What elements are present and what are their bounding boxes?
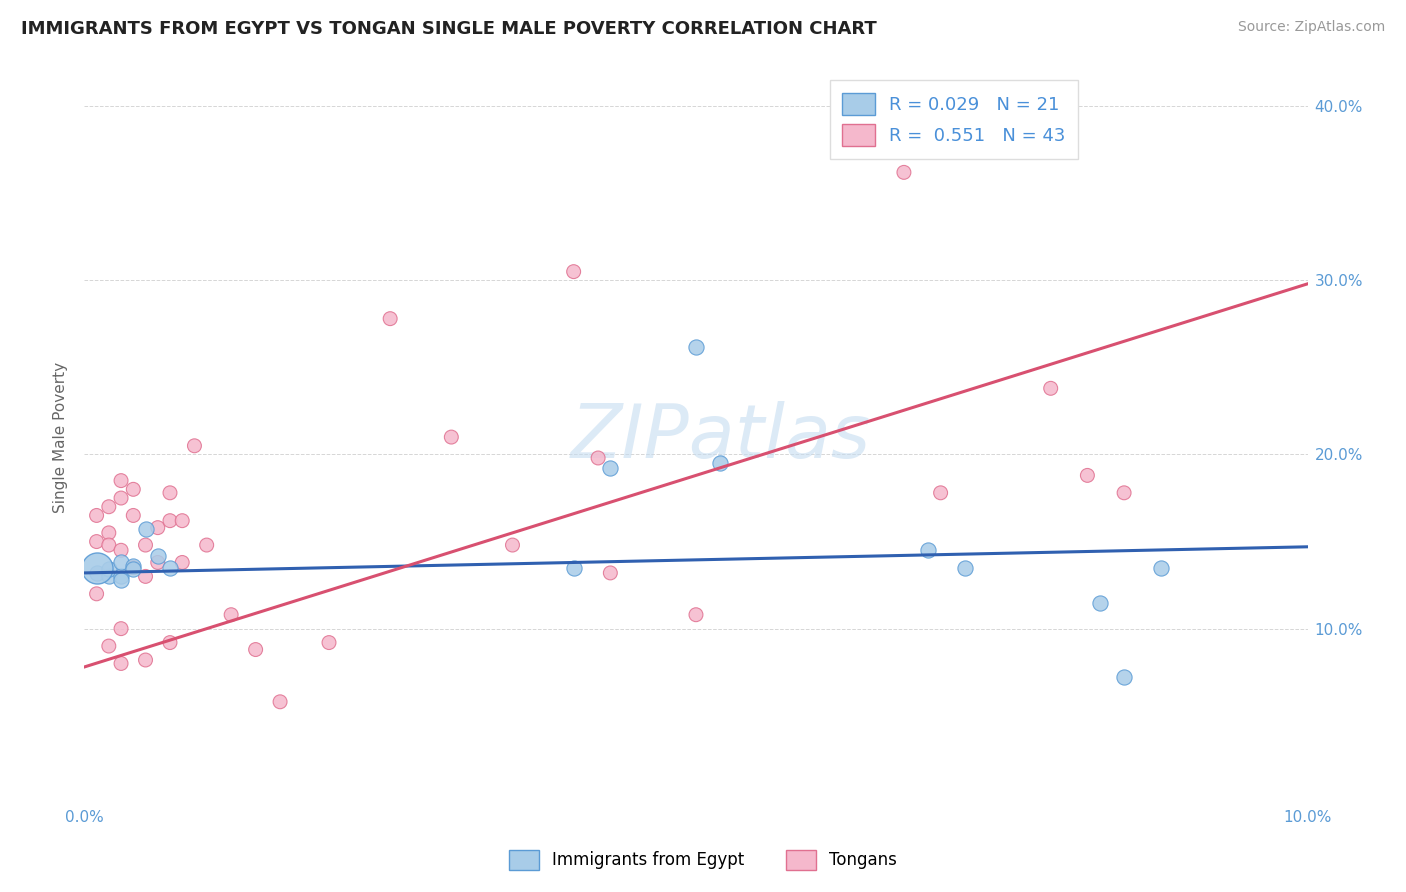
Point xyxy=(86,508,108,523)
Point xyxy=(110,569,132,583)
Point xyxy=(380,311,402,326)
Point xyxy=(86,560,108,574)
Point xyxy=(122,508,145,523)
Point xyxy=(110,556,132,570)
Point xyxy=(97,538,120,552)
Point xyxy=(146,549,169,563)
Point xyxy=(110,622,132,636)
Point xyxy=(135,653,157,667)
Point xyxy=(599,461,621,475)
Point xyxy=(1039,381,1062,395)
Text: Source: ZipAtlas.com: Source: ZipAtlas.com xyxy=(1237,20,1385,34)
Point xyxy=(586,450,609,465)
Point xyxy=(135,569,157,583)
Point xyxy=(159,514,181,528)
Point xyxy=(172,514,194,528)
Point xyxy=(122,562,145,576)
Point xyxy=(1150,560,1173,574)
Point xyxy=(110,474,132,488)
Point xyxy=(562,265,585,279)
Y-axis label: Single Male Poverty: Single Male Poverty xyxy=(53,361,69,513)
Point xyxy=(97,562,120,576)
Point xyxy=(502,538,524,552)
Point xyxy=(159,560,181,574)
Point xyxy=(97,639,120,653)
Point xyxy=(135,538,157,552)
Point xyxy=(562,560,585,574)
Point xyxy=(245,642,267,657)
Point xyxy=(172,556,194,570)
Point xyxy=(159,635,181,649)
Text: IMMIGRANTS FROM EGYPT VS TONGAN SINGLE MALE POVERTY CORRELATION CHART: IMMIGRANTS FROM EGYPT VS TONGAN SINGLE M… xyxy=(21,20,877,37)
Point xyxy=(146,556,169,570)
Point xyxy=(219,607,242,622)
Point xyxy=(146,521,169,535)
Point xyxy=(86,587,108,601)
Point xyxy=(195,538,218,552)
Point xyxy=(1114,485,1136,500)
Point xyxy=(685,339,707,353)
Point xyxy=(1088,595,1111,609)
Point xyxy=(135,522,157,536)
Point xyxy=(97,525,120,540)
Legend: Immigrants from Egypt, Tongans: Immigrants from Egypt, Tongans xyxy=(502,843,904,877)
Point xyxy=(599,566,621,580)
Legend: R = 0.029   N = 21, R =  0.551   N = 43: R = 0.029 N = 21, R = 0.551 N = 43 xyxy=(830,80,1078,159)
Point xyxy=(440,430,463,444)
Point xyxy=(122,483,145,497)
Point xyxy=(929,485,952,500)
Point xyxy=(893,165,915,179)
Text: ZIPatlas: ZIPatlas xyxy=(571,401,870,473)
Point xyxy=(97,569,120,583)
Point xyxy=(269,695,291,709)
Point xyxy=(86,534,108,549)
Point xyxy=(917,543,939,558)
Point xyxy=(953,560,976,574)
Point xyxy=(685,607,707,622)
Point xyxy=(122,558,145,573)
Point xyxy=(159,485,181,500)
Point xyxy=(122,560,145,574)
Point xyxy=(110,573,132,587)
Point xyxy=(97,500,120,514)
Point xyxy=(709,456,731,470)
Point xyxy=(110,543,132,558)
Point xyxy=(110,657,132,671)
Point xyxy=(318,635,340,649)
Point xyxy=(86,566,108,580)
Point xyxy=(183,439,205,453)
Point xyxy=(1076,468,1098,483)
Point xyxy=(1114,670,1136,684)
Point xyxy=(110,491,132,505)
